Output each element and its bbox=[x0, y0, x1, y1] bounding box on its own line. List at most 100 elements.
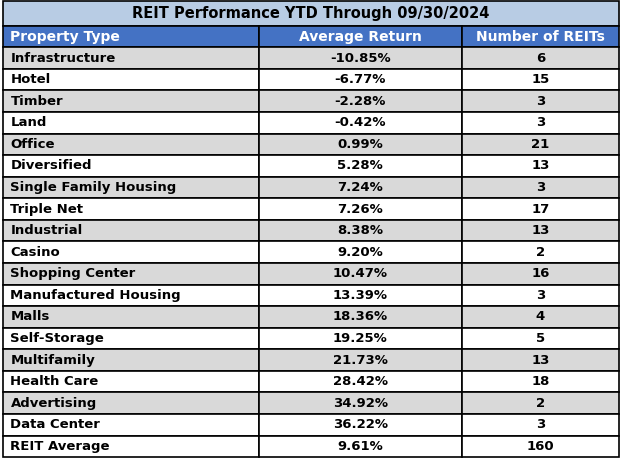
Bar bbox=[462, 349, 619, 371]
Text: Number of REITs: Number of REITs bbox=[476, 29, 604, 44]
Bar bbox=[259, 177, 462, 198]
Bar bbox=[259, 241, 462, 263]
Bar bbox=[462, 371, 619, 393]
Bar bbox=[3, 263, 259, 284]
Bar bbox=[3, 69, 259, 90]
Bar bbox=[259, 306, 462, 327]
Text: Hotel: Hotel bbox=[11, 73, 51, 86]
Text: 3: 3 bbox=[536, 418, 545, 431]
Text: -10.85%: -10.85% bbox=[330, 52, 391, 65]
Bar bbox=[3, 112, 259, 134]
Text: 7.24%: 7.24% bbox=[337, 181, 383, 194]
Bar bbox=[462, 241, 619, 263]
Bar bbox=[3, 220, 259, 241]
Text: Diversified: Diversified bbox=[11, 159, 92, 172]
Text: 21: 21 bbox=[531, 138, 549, 151]
Text: Shopping Center: Shopping Center bbox=[11, 267, 136, 280]
Bar bbox=[462, 90, 619, 112]
Bar bbox=[462, 306, 619, 327]
Text: Office: Office bbox=[11, 138, 55, 151]
Bar bbox=[3, 349, 259, 371]
Text: 34.92%: 34.92% bbox=[333, 397, 388, 409]
Text: 28.42%: 28.42% bbox=[333, 375, 388, 388]
Bar bbox=[3, 306, 259, 327]
Bar bbox=[259, 112, 462, 134]
Text: 4: 4 bbox=[536, 311, 545, 323]
Text: 13: 13 bbox=[531, 354, 549, 366]
Text: REIT Performance YTD Through 09/30/2024: REIT Performance YTD Through 09/30/2024 bbox=[132, 6, 490, 21]
Text: Single Family Housing: Single Family Housing bbox=[11, 181, 177, 194]
Text: -2.28%: -2.28% bbox=[335, 95, 386, 108]
Bar bbox=[3, 436, 259, 457]
Bar bbox=[3, 26, 259, 47]
Bar bbox=[259, 349, 462, 371]
Text: 5: 5 bbox=[536, 332, 545, 345]
Text: Data Center: Data Center bbox=[11, 418, 100, 431]
Bar bbox=[259, 327, 462, 349]
Text: Average Return: Average Return bbox=[299, 29, 422, 44]
Text: Land: Land bbox=[11, 116, 47, 129]
Text: -6.77%: -6.77% bbox=[335, 73, 386, 86]
Bar bbox=[3, 134, 259, 155]
Bar bbox=[259, 155, 462, 177]
Text: 8.38%: 8.38% bbox=[337, 224, 383, 237]
Bar bbox=[3, 327, 259, 349]
Bar bbox=[462, 177, 619, 198]
Bar bbox=[462, 198, 619, 220]
Text: 15: 15 bbox=[531, 73, 549, 86]
Text: 2: 2 bbox=[536, 245, 545, 259]
Text: Health Care: Health Care bbox=[11, 375, 99, 388]
Bar bbox=[3, 177, 259, 198]
Text: 3: 3 bbox=[536, 95, 545, 108]
Bar bbox=[259, 69, 462, 90]
Text: 16: 16 bbox=[531, 267, 549, 280]
Bar bbox=[3, 1, 619, 26]
Text: -0.42%: -0.42% bbox=[334, 116, 386, 129]
Text: Multifamily: Multifamily bbox=[11, 354, 95, 366]
Bar bbox=[462, 112, 619, 134]
Text: 0.99%: 0.99% bbox=[337, 138, 383, 151]
Text: 13.39%: 13.39% bbox=[333, 289, 388, 302]
Text: 17: 17 bbox=[531, 202, 549, 216]
Bar bbox=[462, 134, 619, 155]
Bar bbox=[462, 263, 619, 284]
Text: Malls: Malls bbox=[11, 311, 50, 323]
Bar bbox=[259, 26, 462, 47]
Text: 5.28%: 5.28% bbox=[337, 159, 383, 172]
Bar bbox=[462, 414, 619, 436]
Text: Advertising: Advertising bbox=[11, 397, 97, 409]
Bar bbox=[462, 26, 619, 47]
Text: Property Type: Property Type bbox=[11, 29, 120, 44]
Text: 3: 3 bbox=[536, 181, 545, 194]
Text: 10.47%: 10.47% bbox=[333, 267, 388, 280]
Bar bbox=[259, 47, 462, 69]
Bar bbox=[259, 198, 462, 220]
Bar bbox=[259, 393, 462, 414]
Text: Timber: Timber bbox=[11, 95, 63, 108]
Text: Manufactured Housing: Manufactured Housing bbox=[11, 289, 181, 302]
Bar bbox=[259, 414, 462, 436]
Text: 19.25%: 19.25% bbox=[333, 332, 388, 345]
Bar bbox=[462, 327, 619, 349]
Bar bbox=[462, 393, 619, 414]
Bar bbox=[462, 220, 619, 241]
Text: 13: 13 bbox=[531, 159, 549, 172]
Bar bbox=[3, 414, 259, 436]
Bar bbox=[462, 155, 619, 177]
Bar bbox=[259, 284, 462, 306]
Text: Triple Net: Triple Net bbox=[11, 202, 84, 216]
Text: REIT Average: REIT Average bbox=[11, 440, 110, 453]
Text: 7.26%: 7.26% bbox=[337, 202, 383, 216]
Text: 2: 2 bbox=[536, 397, 545, 409]
Bar bbox=[462, 436, 619, 457]
Bar bbox=[3, 241, 259, 263]
Bar bbox=[3, 393, 259, 414]
Bar bbox=[259, 263, 462, 284]
Bar bbox=[259, 134, 462, 155]
Bar bbox=[462, 69, 619, 90]
Text: 36.22%: 36.22% bbox=[333, 418, 388, 431]
Bar bbox=[462, 284, 619, 306]
Text: 13: 13 bbox=[531, 224, 549, 237]
Text: 9.20%: 9.20% bbox=[337, 245, 383, 259]
Text: 18: 18 bbox=[531, 375, 549, 388]
